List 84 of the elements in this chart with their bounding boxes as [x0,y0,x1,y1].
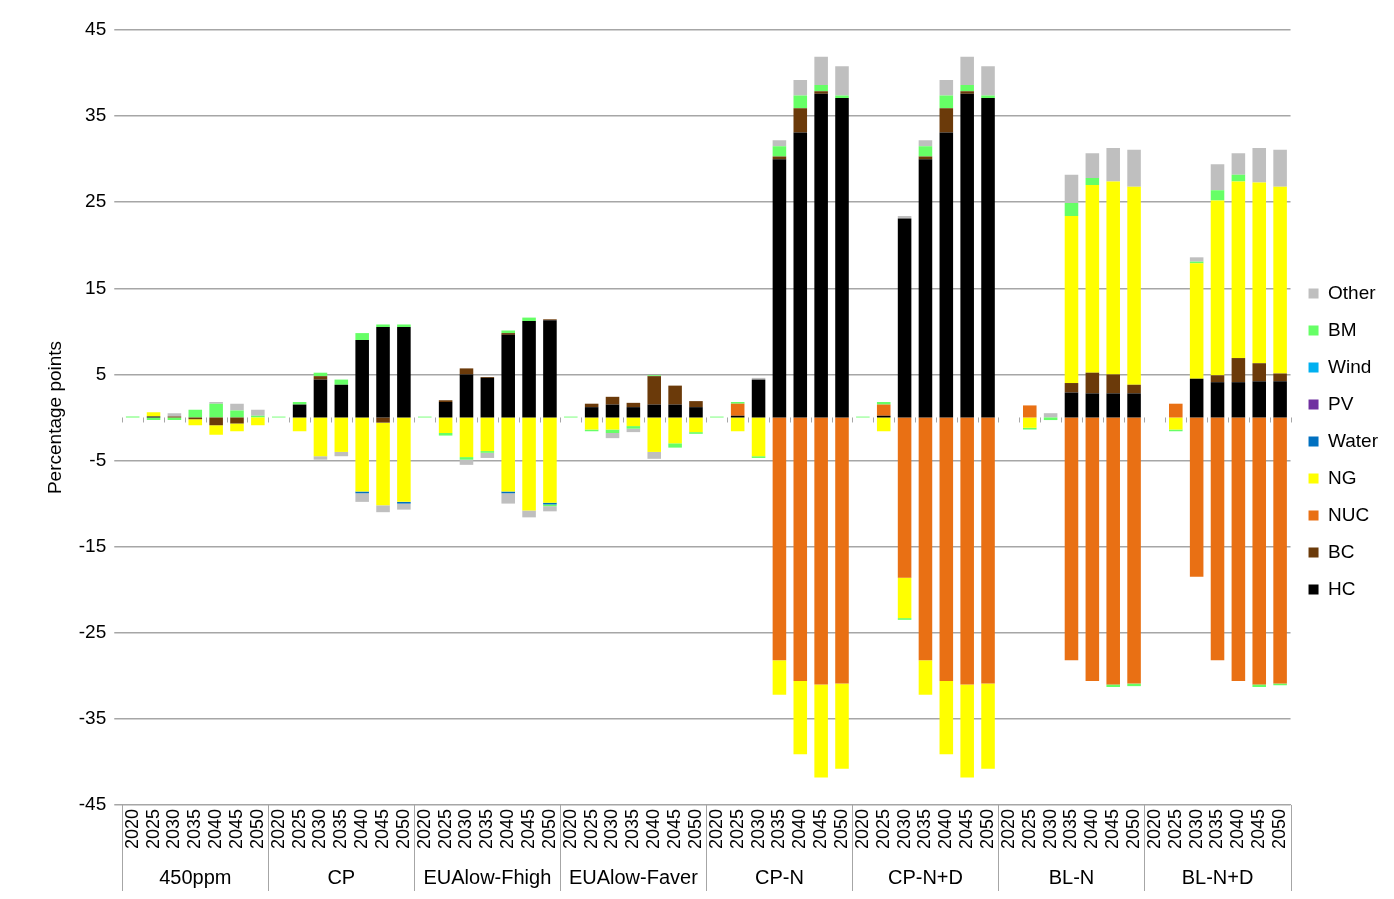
text: CP-N [754,865,804,888]
x-tick-label: 2040 [789,808,810,849]
x-tick-label: 2025 [580,808,601,849]
legend-label: Wind [1328,355,1372,377]
x-tick-label: 2050 [392,808,413,849]
x-tick-label: 2035 [330,808,351,849]
x-tick-label: 2040 [643,808,664,849]
x-tick-label: 2050 [977,808,997,849]
x-tick-label: 2035 [768,808,789,849]
legend-label: Water [1328,429,1379,451]
x-tick-label: 2020 [121,808,142,849]
x-tick-label: 2020 [851,808,872,849]
x-tick-label: 2040 [1081,808,1102,849]
x-tick-label: 2045 [956,808,977,849]
x-tick-label: 2025 [1018,808,1039,849]
legend-label: PV [1328,392,1354,414]
y-tick-label: -25 [78,620,107,642]
x-tick-label: 2030 [893,808,914,849]
x-tick-label: 2035 [184,808,205,849]
x-tick-label: 2030 [601,808,622,849]
y-axis-title: Percentage points [43,340,65,495]
text: CP [327,865,356,888]
legend-label: HC [1328,577,1356,599]
text: BL-N+D [1181,865,1254,888]
x-tick-label: 2040 [351,808,372,849]
x-tick-label: 2045 [664,808,685,849]
x-tick-label: 2045 [518,808,539,849]
x-tick-label: 2030 [747,808,768,849]
y-tick-label: -5 [89,448,107,470]
text: 450ppm [159,865,232,888]
text: BL-N [1048,865,1095,888]
x-tick-label: 2020 [1143,808,1164,849]
legend-label: BC [1328,540,1355,562]
x-tick-label: 2045 [1102,808,1123,849]
x-tick-label: 2025 [288,808,309,849]
x-tick-label: 2050 [684,808,705,849]
x-tick-label: 2050 [246,808,267,849]
y-tick-label: 25 [85,190,107,212]
x-tick-label: 2025 [434,808,455,849]
x-tick-label: 2035 [1060,808,1081,849]
x-tick-label: 2020 [705,808,726,849]
x-tick-label: 2035 [914,808,935,849]
x-tick-label: 2025 [872,808,893,849]
x-tick-label: 2040 [205,808,226,849]
x-tick-label: 2020 [267,808,288,849]
x-tick-label: 2035 [476,808,497,849]
y-tick-label: -15 [78,534,107,556]
legend-label: Other [1328,281,1377,303]
x-tick-label: 2050 [830,808,851,849]
x-tick-label: 2030 [1039,808,1060,849]
legend-label: NG [1328,466,1357,488]
x-tick-label: 2040 [1227,808,1248,849]
x-tick-label: 2045 [372,808,392,849]
x-tick-label: 2030 [309,808,330,849]
text: CP-N+D [887,865,963,888]
x-tick-label: 2020 [413,808,434,849]
x-tick-label: 2035 [622,808,643,849]
text: EUAlow-Fhigh [423,865,552,888]
x-tick-label: 2040 [935,808,956,849]
y-tick-label: -45 [78,793,107,815]
x-tick-label: 2025 [1164,808,1185,849]
x-tick-label: 2020 [559,808,580,849]
y-tick-label: -35 [78,707,107,729]
x-tick-label: 2045 [810,808,831,849]
x-tick-label: 2045 [1248,808,1269,849]
y-tick-label: 45 [85,18,107,40]
y-tick-label: 35 [85,104,107,126]
x-tick-label: 2030 [455,808,476,849]
x-tick-label: 2050 [1123,808,1144,849]
legend-label: NUC [1328,503,1370,525]
x-tick-label: 2025 [142,808,163,849]
text: EUAlow-Faver [568,865,699,888]
x-tick-label: 2045 [225,808,246,849]
x-tick-label: 2020 [997,808,1018,849]
legend-label: BM [1328,318,1357,340]
x-tick-label: 2025 [726,808,747,849]
x-tick-label: 2040 [497,808,518,849]
y-tick-label: 15 [85,276,107,298]
x-tick-label: 2035 [1206,808,1227,849]
x-tick-label: 2050 [538,808,559,849]
y-tick-label: 5 [95,362,107,384]
x-tick-label: 2050 [1269,808,1290,849]
x-tick-label: 2030 [163,808,184,849]
x-tick-label: 2030 [1185,808,1206,849]
